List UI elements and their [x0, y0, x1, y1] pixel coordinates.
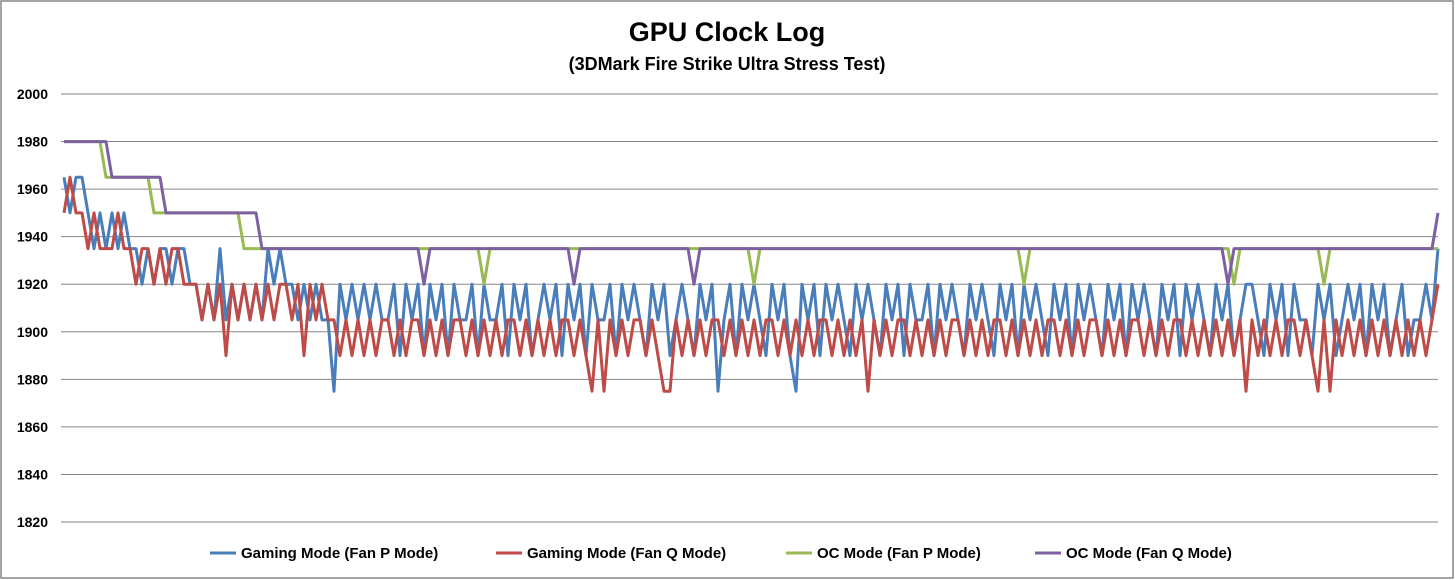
- y-tick-label: 1900: [17, 324, 48, 340]
- y-tick-label: 1920: [17, 276, 48, 292]
- y-tick-label: 1980: [17, 134, 48, 150]
- legend-item-0: Gaming Mode (Fan P Mode): [210, 545, 438, 562]
- legend-label: OC Mode (Fan Q Mode): [1066, 545, 1232, 562]
- series-line-1: [62, 175, 1440, 393]
- legend-label: Gaming Mode (Fan Q Mode): [527, 545, 726, 562]
- legend: Gaming Mode (Fan P Mode) Gaming Mode (Fan…: [210, 545, 1232, 562]
- legend-label: Gaming Mode (Fan P Mode): [241, 545, 438, 562]
- chart-subtitle: (3DMark Fire Strike Ultra Stress Test): [569, 54, 886, 74]
- y-tick-label: 1960: [17, 181, 48, 197]
- y-tick-label: 1840: [17, 466, 48, 482]
- gridlines: [61, 93, 1438, 523]
- y-tick-label: 1860: [17, 419, 48, 435]
- legend-item-1: Gaming Mode (Fan Q Mode): [496, 545, 726, 562]
- legend-item-3: OC Mode (Fan Q Mode): [1035, 545, 1232, 562]
- chart-title: GPU Clock Log: [629, 17, 826, 47]
- series-lines: [62, 140, 1440, 393]
- legend-item-2: OC Mode (Fan P Mode): [786, 545, 981, 562]
- y-tick-label: 2000: [17, 86, 48, 102]
- series-line-3: [64, 140, 1440, 286]
- y-tick-label: 1880: [17, 371, 48, 387]
- y-axis-ticks: 2000 1980 1960 1940 1920 1900 1880 1860 1840 1820: [17, 86, 48, 530]
- y-tick-label: 1940: [17, 229, 48, 245]
- y-tick-label: 1820: [17, 514, 48, 530]
- legend-label: OC Mode (Fan P Mode): [817, 545, 981, 562]
